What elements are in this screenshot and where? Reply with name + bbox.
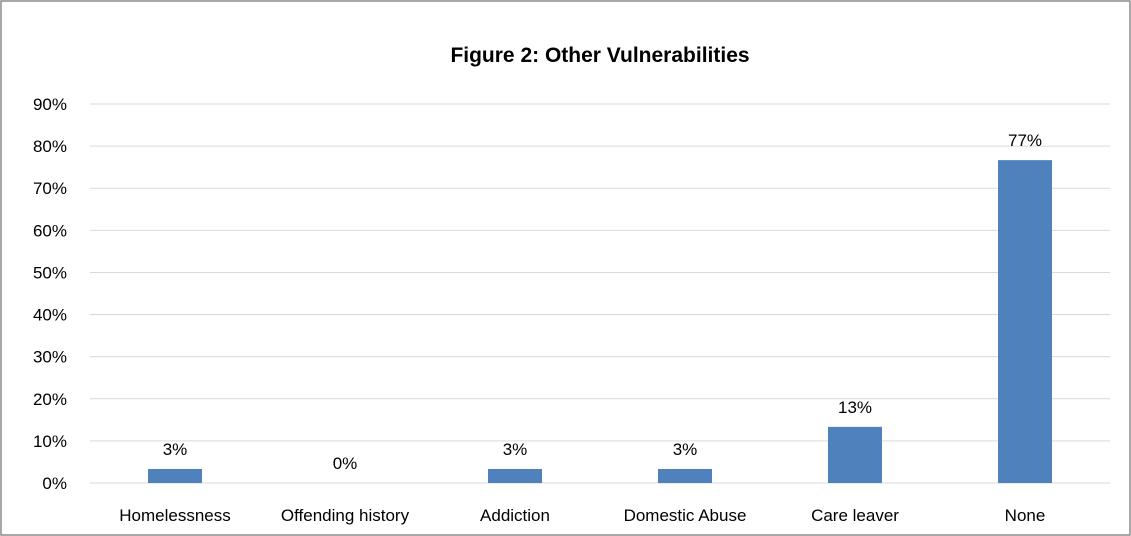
x-tick-label: Domestic Abuse: [624, 506, 747, 525]
data-labels: 3% 0% 3% 3% 13% 77%: [163, 131, 1042, 473]
x-tick-label: Addiction: [480, 506, 550, 525]
x-tick-label: Homelessness: [119, 506, 231, 525]
y-tick-label: 0%: [42, 474, 67, 493]
bar: [658, 468, 712, 483]
y-tick-label: 80%: [33, 137, 67, 156]
chart-title: Figure 2: Other Vulnerabilities: [450, 44, 749, 67]
bar: [148, 468, 202, 483]
data-label: 3%: [163, 440, 188, 459]
y-tick-label: 50%: [33, 263, 67, 282]
x-axis: Homelessness Offending history Addiction Do…: [119, 506, 1045, 525]
y-tick-label: 20%: [33, 390, 67, 409]
data-label: 77%: [1008, 131, 1042, 150]
y-tick-label: 60%: [33, 221, 67, 240]
bar: [998, 160, 1052, 484]
y-tick-label: 10%: [33, 432, 67, 451]
y-axis: 0% 10% 20% 30% 40% 50% 60% 70% 80% 90%: [33, 95, 67, 493]
y-tick-label: 70%: [33, 179, 67, 198]
data-label: 3%: [673, 440, 698, 459]
bar: [488, 468, 542, 483]
data-label: 13%: [838, 398, 872, 417]
y-tick-label: 30%: [33, 348, 67, 367]
bars: [148, 160, 1052, 484]
data-label: 0%: [333, 454, 358, 473]
x-tick-label: Offending history: [281, 506, 410, 525]
y-tick-label: 90%: [33, 95, 67, 114]
x-tick-label: Care leaver: [811, 506, 899, 525]
x-tick-label: None: [1005, 506, 1046, 525]
gridlines: [90, 103, 1110, 484]
bar: [828, 426, 882, 483]
y-tick-label: 40%: [33, 306, 67, 325]
data-label: 3%: [503, 440, 528, 459]
